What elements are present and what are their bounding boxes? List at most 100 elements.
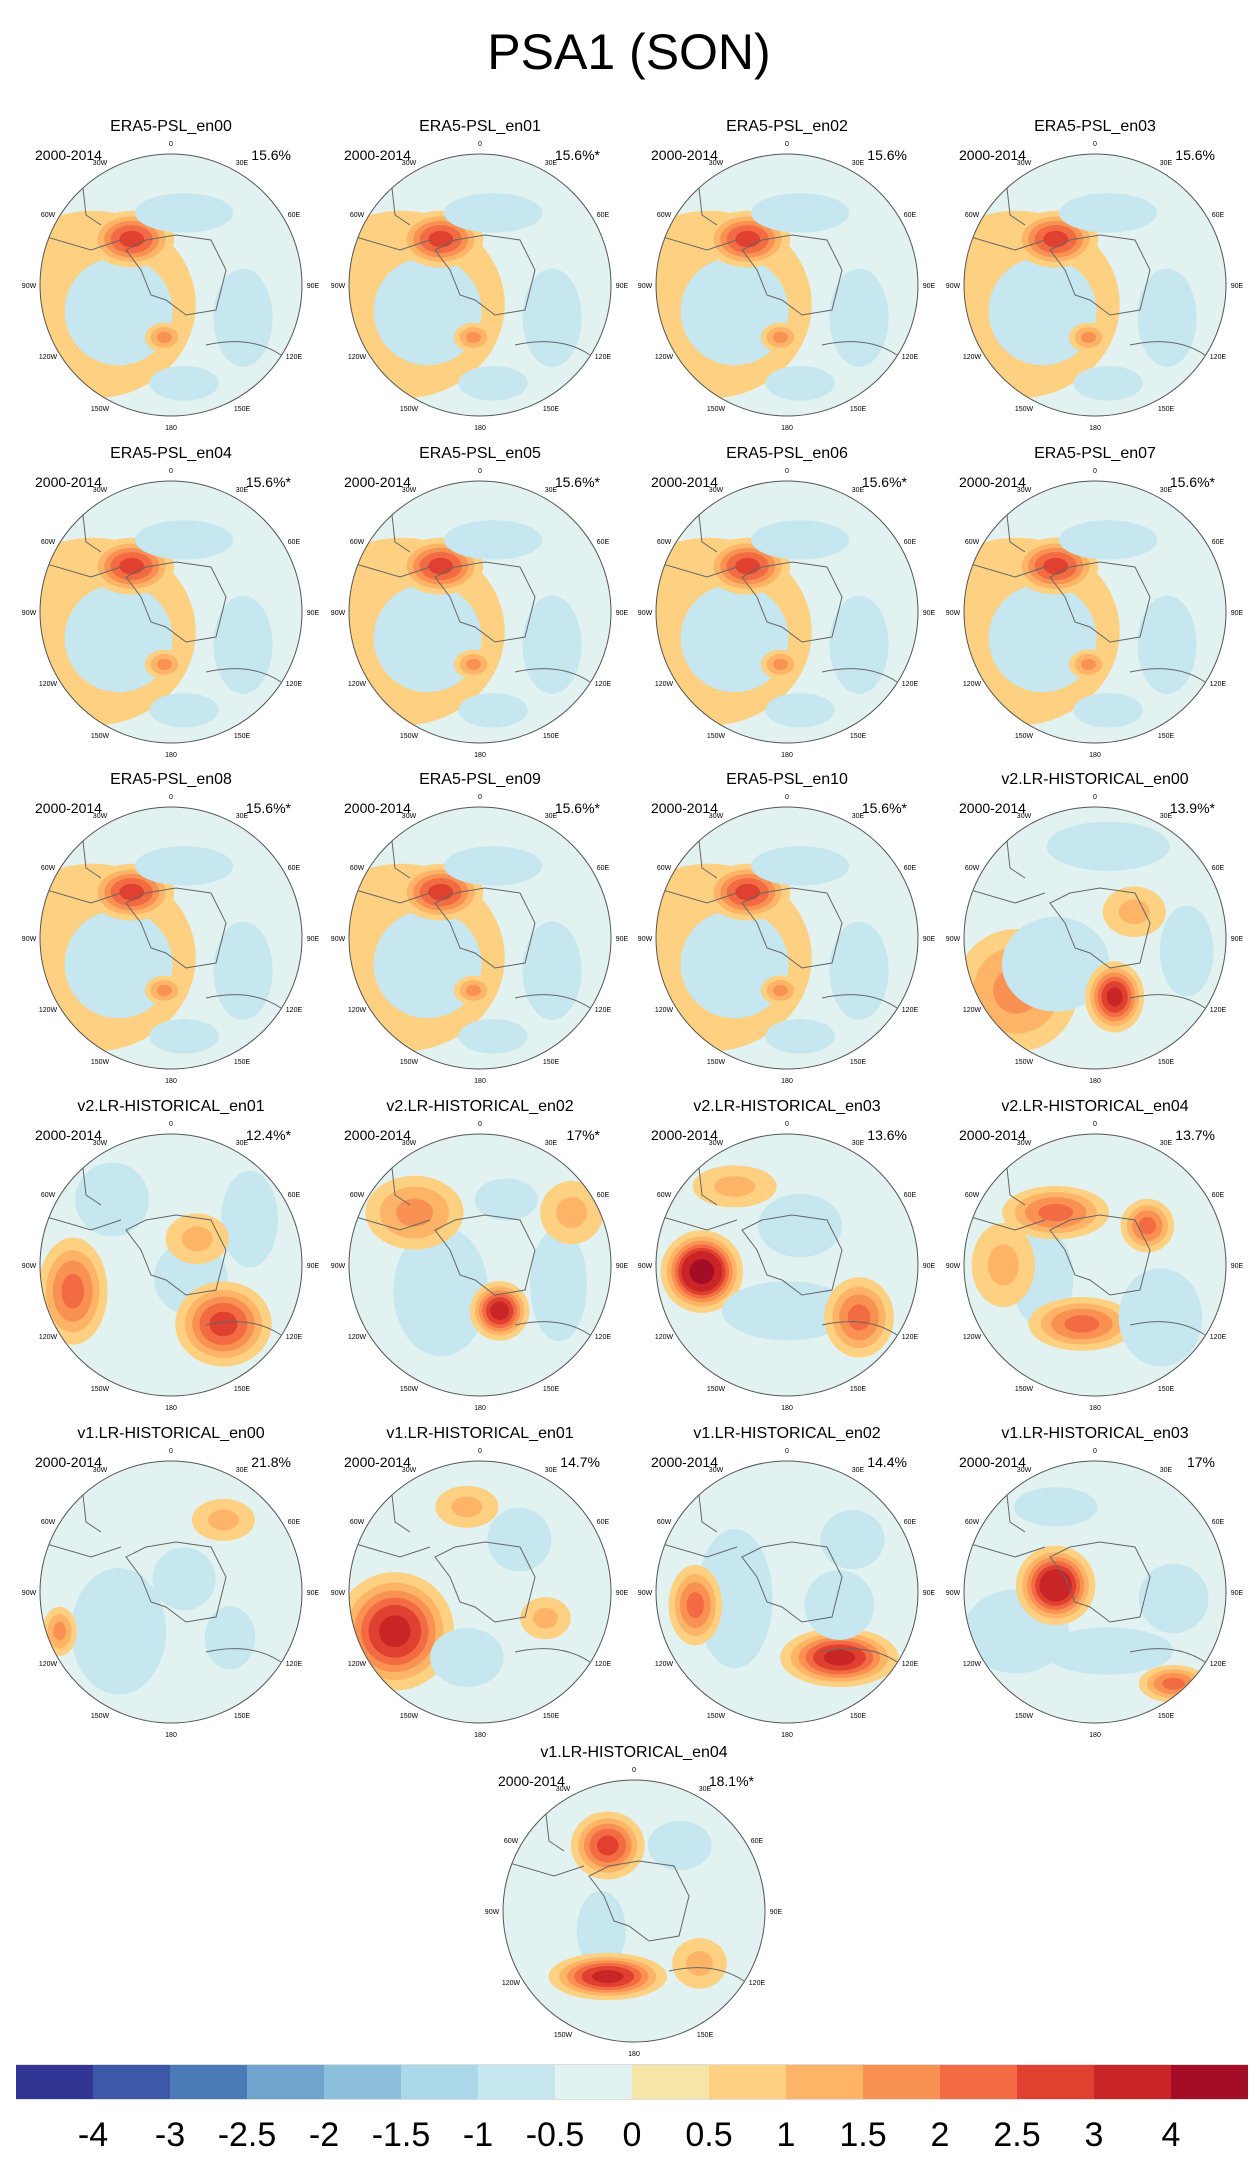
- australia-coastline: [514, 1321, 591, 1336]
- colorbar-box: [93, 2065, 170, 2099]
- colorbar-box: [1094, 2065, 1171, 2099]
- longitude-label: 30E: [545, 487, 558, 494]
- longitude-label: 60E: [904, 1192, 917, 1199]
- contour-level: [765, 365, 835, 401]
- polar-map: 0 30E 60E 90E 120E 150E 180 150W 120W 90W 60W 30W: [946, 141, 1244, 432]
- longitude-label: 0: [169, 468, 173, 475]
- longitude-label: 120W: [655, 1007, 674, 1014]
- longitude-label: 120E: [286, 1007, 303, 1014]
- longitude-label: 150E: [234, 406, 251, 413]
- longitude-label: 150W: [1015, 1713, 1034, 1720]
- longitude-label: 90E: [1231, 936, 1244, 943]
- colorbar-box: [863, 2065, 940, 2099]
- longitude-label: 90W: [22, 1590, 37, 1597]
- longitude-label: 30W: [402, 813, 417, 820]
- longitude-label: 90E: [616, 610, 629, 617]
- contour-level: [458, 365, 528, 401]
- colorbar-box: [555, 2065, 632, 2099]
- longitude-label: 120W: [963, 681, 982, 688]
- longitude-label: 120E: [902, 1007, 919, 1014]
- polar-map: 0 30E 60E 90E 120E 150E 180 150W 120W 90W 60W 30W: [331, 468, 629, 759]
- longitude-label: 120E: [286, 681, 303, 688]
- longitude-label: 30E: [545, 1467, 558, 1474]
- contour-level: [395, 1198, 434, 1227]
- longitude-label: 180: [781, 1405, 793, 1412]
- longitude-label: 60W: [350, 212, 365, 219]
- contour-level: [134, 520, 234, 560]
- longitude-label: 60E: [904, 539, 917, 546]
- longitude-label: 120W: [348, 1661, 367, 1668]
- variance-percent: 13.7%: [1175, 1127, 1215, 1143]
- longitude-label: 30W: [709, 1467, 724, 1474]
- map-panel: 0 30E 60E 90E 120E 150E 180 150W 120W 90W 60W 30W ER…: [633, 439, 941, 759]
- panel-title: ERA5-PSL_en02: [726, 118, 848, 135]
- longitude-label: 30W: [1017, 1467, 1032, 1474]
- longitude-label: 30E: [545, 1140, 558, 1147]
- longitude-label: 0: [1093, 1121, 1097, 1128]
- contour-level: [823, 1649, 856, 1666]
- contour-level: [1162, 1677, 1185, 1690]
- longitude-label: 90E: [923, 283, 936, 290]
- longitude-label: 120W: [39, 1661, 58, 1668]
- contour-level: [987, 1244, 1019, 1286]
- longitude-label: 60W: [41, 1519, 56, 1526]
- contour-level: [1043, 557, 1069, 575]
- variance-percent: 14.7%: [560, 1454, 600, 1470]
- longitude-label: 120W: [963, 1661, 982, 1668]
- antarctica-coastline: [125, 887, 227, 969]
- longitude-label: 30E: [236, 1467, 249, 1474]
- antarctica-coastline: [125, 1541, 227, 1623]
- contour-level: [458, 1018, 528, 1054]
- contour-level: [1039, 1569, 1072, 1602]
- period-label: 2000-2014: [651, 800, 718, 816]
- period-label: 2000-2014: [498, 1773, 565, 1789]
- antarctica-coastline: [1049, 887, 1151, 969]
- longitude-label: 90E: [923, 1263, 936, 1270]
- longitude-label: 30E: [236, 813, 249, 820]
- longitude-label: 150E: [234, 1713, 251, 1720]
- map-boundary: [655, 1133, 919, 1397]
- variance-percent: 13.6%: [867, 1127, 907, 1143]
- polar-map: 0 30E 60E 90E 120E 150E 180 150W 120W 90W 60W 30W: [946, 1448, 1244, 1739]
- longitude-label: 90E: [307, 1590, 320, 1597]
- map-boundary: [655, 480, 919, 744]
- longitude-label: 90W: [946, 1263, 961, 1270]
- longitude-label: 150W: [400, 733, 419, 740]
- longitude-label: 30W: [709, 487, 724, 494]
- antarctica-coastline: [741, 561, 843, 643]
- variance-percent: 15.6%*: [861, 800, 907, 816]
- longitude-label: 180: [781, 752, 793, 759]
- map-panel: 0 30E 60E 90E 120E 150E 180 150W 120W 90W 60W 30W ER…: [17, 765, 325, 1085]
- variance-percent: 13.9%*: [1169, 800, 1215, 816]
- longitude-label: 0: [169, 794, 173, 801]
- longitude-label: 150W: [91, 1059, 110, 1066]
- australia-coastline: [821, 994, 898, 1009]
- polar-map: 0 30E 60E 90E 120E 150E 180 150W 120W 90W 60W 30W: [638, 794, 936, 1085]
- longitude-label: 120W: [39, 681, 58, 688]
- period-label: 2000-2014: [959, 147, 1026, 163]
- contour-level: [466, 984, 481, 996]
- longitude-label: 180: [165, 1405, 177, 1412]
- longitude-label: 120E: [902, 1334, 919, 1341]
- longitude-label: 180: [1089, 1405, 1101, 1412]
- contour-level: [157, 331, 172, 343]
- longitude-label: 90E: [616, 1590, 629, 1597]
- longitude-label: 150E: [543, 1713, 560, 1720]
- longitude-label: 120E: [595, 354, 612, 361]
- contour-level: [765, 1018, 835, 1054]
- longitude-label: 150E: [850, 1713, 867, 1720]
- longitude-label: 90E: [616, 1263, 629, 1270]
- longitude-label: 120W: [655, 1334, 674, 1341]
- longitude-label: 180: [165, 1732, 177, 1739]
- longitude-label: 0: [1093, 1448, 1097, 1455]
- australia-coastline: [821, 1321, 898, 1336]
- longitude-label: 60E: [1212, 212, 1225, 219]
- longitude-label: 60E: [288, 212, 301, 219]
- longitude-label: 120E: [1210, 354, 1227, 361]
- colorbar-tick-label: -1.5: [371, 2116, 431, 2154]
- longitude-label: 90E: [923, 1590, 936, 1597]
- longitude-label: 120E: [1210, 1007, 1227, 1014]
- map-panel: 0 30E 60E 90E 120E 150E 180 150W 120W 90W 60W 30W v2…: [633, 1092, 941, 1412]
- longitude-label: 120E: [902, 681, 919, 688]
- longitude-label: 150W: [91, 406, 110, 413]
